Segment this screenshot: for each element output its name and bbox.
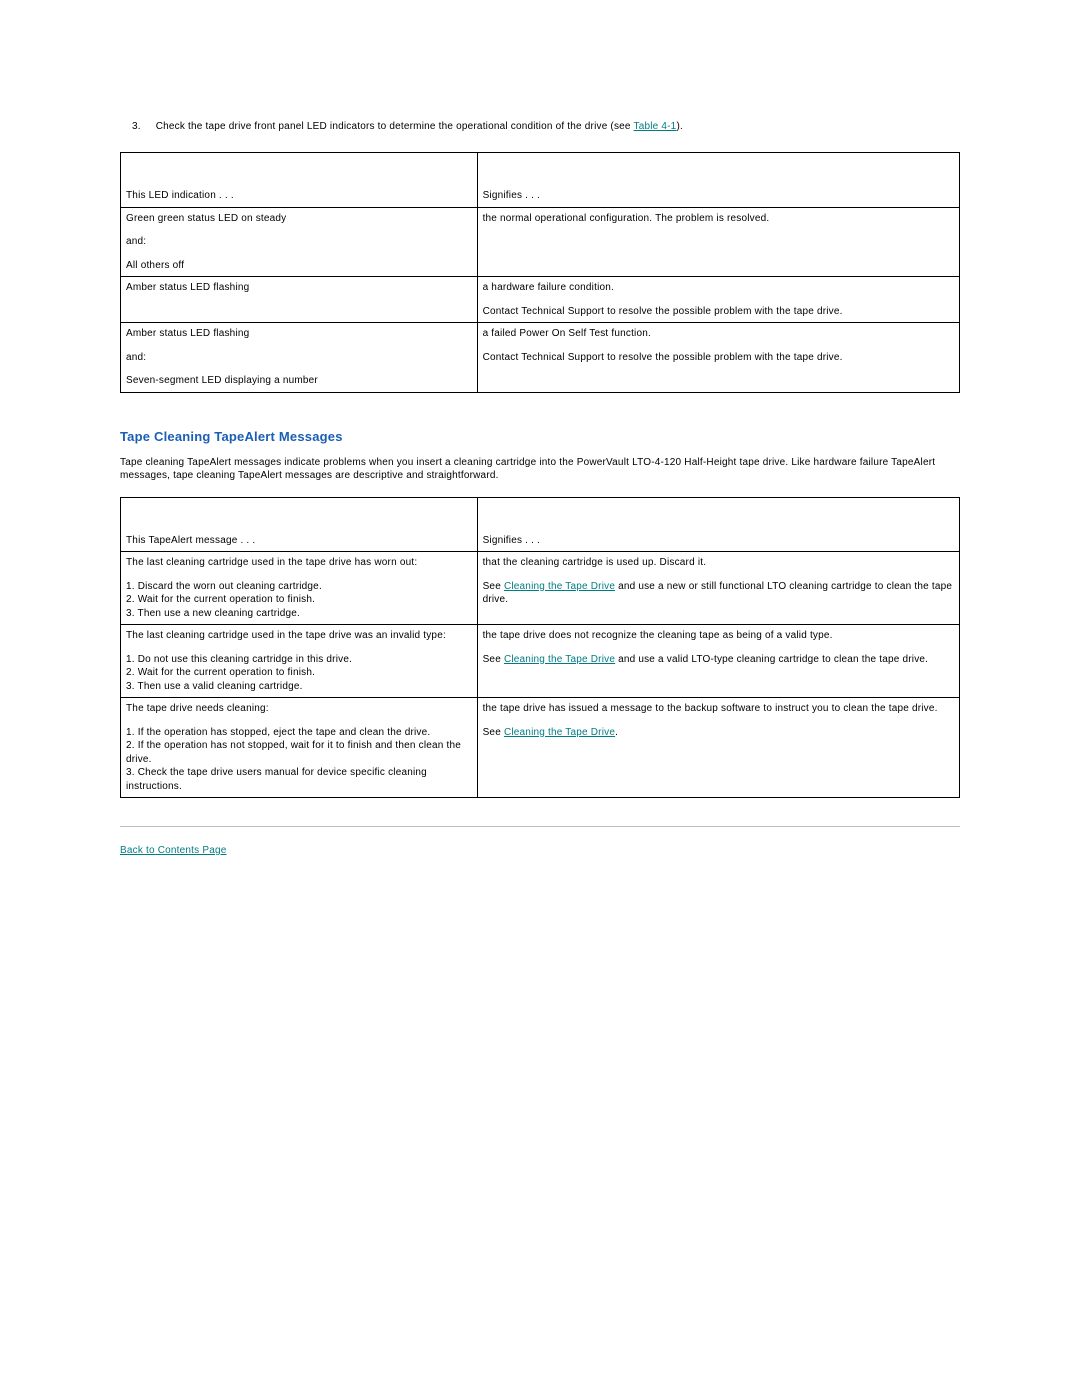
tape-row1-left: The last cleaning cartridge used in the … [121, 625, 478, 698]
tape-row2-left: The tape drive needs cleaning:1. If the … [121, 698, 478, 798]
horizontal-rule [120, 826, 960, 827]
back-to-contents-link[interactable]: Back to Contents Page [120, 845, 227, 856]
table-row: Amber status LED flashing a hardware fai… [121, 277, 960, 323]
tape-table-header-right: Signifies . . . [477, 534, 959, 552]
section-heading: Tape Cleaning TapeAlert Messages [120, 429, 960, 444]
step-3: 3. Check the tape drive front panel LED … [120, 120, 960, 134]
led-table-header-left: This LED indication . . . [121, 189, 478, 207]
cleaning-tape-drive-link[interactable]: Cleaning the Tape Drive [504, 581, 615, 592]
table-row: Green green status LED on steadyand:All … [121, 207, 960, 277]
section-intro: Tape cleaning TapeAlert messages indicat… [120, 456, 960, 483]
led-row2-left: Amber status LED flashingand:Seven-segme… [121, 323, 478, 393]
tape-table-header-left: This TapeAlert message . . . [121, 534, 478, 552]
led-table-header-right: Signifies . . . [477, 189, 959, 207]
led-row0-right: the normal operational configuration. Th… [477, 207, 959, 277]
step-number: 3. [132, 121, 153, 132]
led-row1-left: Amber status LED flashing [121, 277, 478, 323]
tape-row1-right: the tape drive does not recognize the cl… [477, 625, 959, 698]
table-row: Amber status LED flashingand:Seven-segme… [121, 323, 960, 393]
step-text-after: ). [676, 121, 683, 132]
tape-row0-right: that the cleaning cartridge is used up. … [477, 552, 959, 625]
tape-row0-left: The last cleaning cartridge used in the … [121, 552, 478, 625]
cleaning-tape-drive-link[interactable]: Cleaning the Tape Drive [504, 654, 615, 665]
table-row: The last cleaning cartridge used in the … [121, 552, 960, 625]
step-text-before: Check the tape drive front panel LED ind… [156, 121, 634, 132]
table-4-1-link[interactable]: Table 4-1 [634, 121, 677, 132]
table-row: The tape drive needs cleaning:1. If the … [121, 698, 960, 798]
led-row1-right: a hardware failure condition.Contact Tec… [477, 277, 959, 323]
led-row0-left: Green green status LED on steadyand:All … [121, 207, 478, 277]
tape-row2-right: the tape drive has issued a message to t… [477, 698, 959, 798]
tapealert-table: This TapeAlert message . . . Signifies .… [120, 497, 960, 799]
led-row2-right: a failed Power On Self Test function.Con… [477, 323, 959, 393]
led-indication-table: This LED indication . . . Signifies . . … [120, 152, 960, 393]
cleaning-tape-drive-link[interactable]: Cleaning the Tape Drive [504, 727, 615, 738]
table-row: The last cleaning cartridge used in the … [121, 625, 960, 698]
